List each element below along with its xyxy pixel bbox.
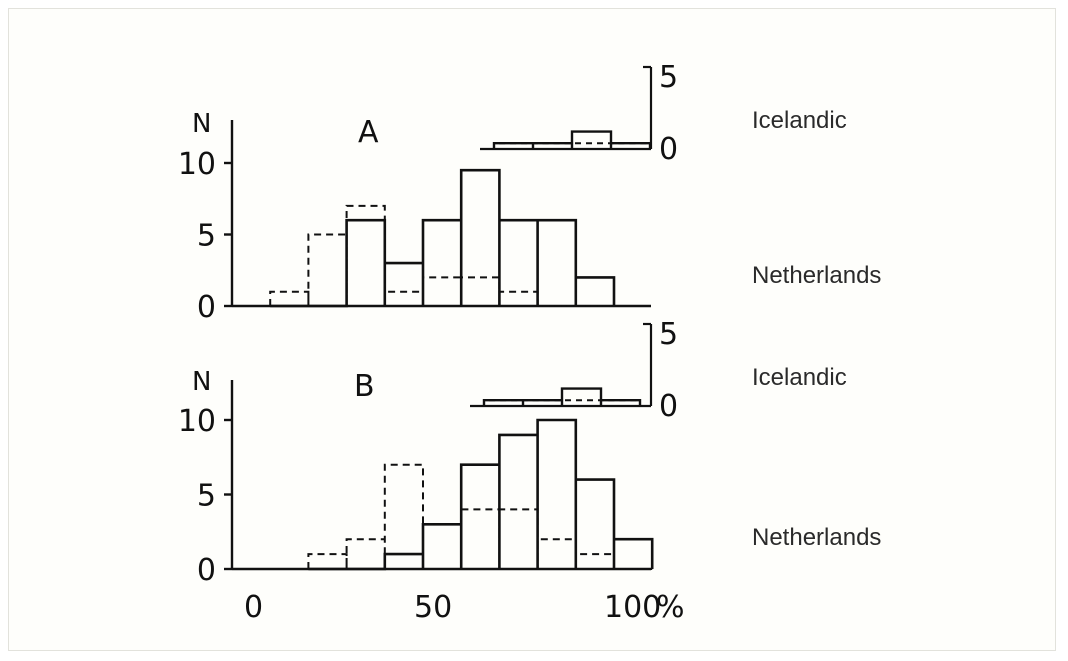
panel-b-letter: B [354,369,375,404]
panel-b-y-axis-label: N [192,367,211,397]
panel-b-y-tick-label: 0 [197,553,216,588]
panel-a-y-tick-label: 10 [178,147,216,182]
panel-b-inset-tick-label: 0 [659,389,678,424]
panel-a-series-dashed [269,204,614,307]
panel-a-y-tick-label: 0 [197,290,216,325]
panel-a-inset-series-dashed [493,142,651,149]
panel-a-inset-label: Icelandic [752,107,847,134]
panel-a-y-tick-label: 5 [197,219,216,254]
x-tick-label: 50 [414,590,452,625]
panel-a-letter: A [358,115,379,150]
panel-b-y-tick-label: 5 [197,479,216,514]
panel-b-series-dashed [307,463,653,570]
panel-a-main-label: Netherlands [752,262,881,289]
panel-b-inset-series-dashed [483,399,641,406]
panel-b-inset-label: Icelandic [752,364,847,391]
panel-a-series-solid [270,168,616,308]
x-unit-label: % [656,590,685,625]
panel-b-inset-tick-label: 5 [659,317,678,352]
panel-b-series-solid [308,418,654,571]
x-tick-label: 100 [604,590,661,625]
panel-b-y-tick-label: 10 [178,404,216,439]
panel-b-main-label: Netherlands [752,524,881,551]
panel-a-inset-tick-label: 5 [659,60,678,95]
figure-frame [8,8,1056,651]
panel-a-inset-tick-label: 0 [659,132,678,167]
panel-a-y-axis-label: N [192,109,211,139]
x-tick-label: 0 [244,590,263,625]
